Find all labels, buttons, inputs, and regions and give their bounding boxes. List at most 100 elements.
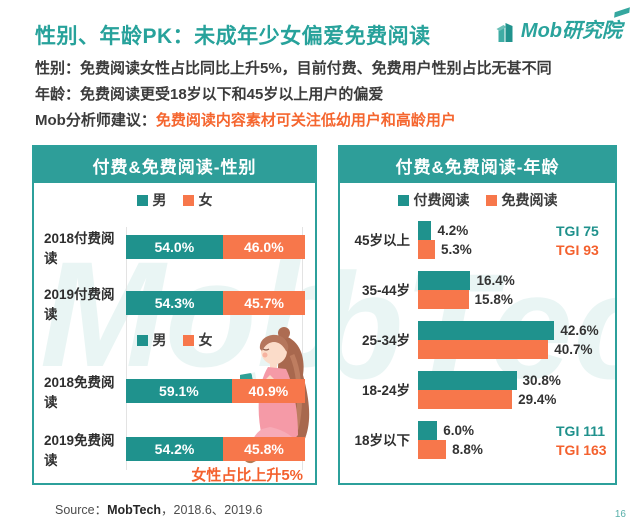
row-label: 2018免费阅读 [44, 375, 115, 410]
category-label: 18-24岁 [361, 382, 410, 398]
free-tgi-label: TGI 163 [556, 441, 607, 458]
free-value-label: 8.8% [452, 442, 483, 457]
paid-bar-line: 42.6% [418, 321, 607, 340]
category-label: 18岁以下 [354, 432, 410, 448]
legend-female: 女 [182, 330, 213, 350]
gender-row-2018-free: 2018免费阅读 59.1% 40.9% [44, 375, 305, 410]
gender-axis-line-left [126, 227, 127, 470]
free-bar-line: 15.8% [418, 290, 607, 309]
male-value-label: 54.2% [154, 441, 195, 457]
gender-chart-content: 男 女 2018付费阅读 54.0% 46.0% 2019付费阅读 54.3% … [34, 191, 315, 483]
age-bar-groups: 45岁以上 4.2% TGI 75 5.3% TGI 93 [348, 221, 607, 459]
paid-legend-label: 付费阅读 [413, 192, 470, 208]
legend-paid: 付费阅读 [397, 190, 470, 210]
free-value-label: 29.4% [518, 392, 557, 407]
female-value-label: 46.0% [243, 239, 284, 255]
legend-free: 免费阅读 [485, 190, 558, 210]
summary-line-age: 年龄：免费阅读更受18岁以下和45岁以上用户的偏爱 [35, 86, 384, 103]
age-legend: 付费阅读 免费阅读 [348, 191, 607, 209]
category-label: 35-44岁 [361, 282, 410, 298]
mob-logo: Mob研究院 [494, 7, 630, 43]
female-value-label: 45.7% [244, 295, 284, 311]
paid-value-label: 6.0% [443, 423, 474, 438]
source-name: MobTech [107, 503, 162, 517]
age-chart-title: 付费&免费阅读-年龄 [340, 147, 615, 183]
stacked-bar: 59.1% 40.9% [126, 379, 305, 403]
paid-bar-line: 6.0% TGI 111 [418, 421, 607, 440]
free-tgi-label: TGI 93 [556, 241, 599, 258]
paid-bar-line: 16.4% [418, 271, 607, 290]
paid-tgi-label: TGI 111 [556, 422, 606, 439]
free-bar-line: 5.3% TGI 93 [418, 240, 607, 259]
age-group-25-34: 25-34岁 42.6% 40.7% [348, 321, 607, 359]
female-bar-segment: 40.9% [231, 379, 305, 403]
paid-value-label: 30.8% [522, 373, 561, 388]
graduation-cap-icon [614, 7, 630, 18]
group-bars: 30.8% 29.4% [418, 371, 607, 409]
paid-bar [418, 371, 517, 390]
free-value-label: 5.3% [440, 242, 472, 257]
legend-female: 女 [182, 190, 213, 210]
female-legend-chip [182, 334, 194, 346]
paid-legend-chip [397, 194, 409, 206]
gender-chart-title: 付费&免费阅读-性别 [34, 147, 315, 183]
stacked-bar: 54.2% 45.8% [126, 437, 305, 461]
page-title: 性别、年龄PK：未成年少女偏爱免费阅读 [35, 25, 431, 48]
male-legend-chip [136, 334, 148, 346]
paid-bar-line: 4.2% TGI 75 [418, 221, 607, 240]
age-group-35-44: 35-44岁 16.4% 15.8% [348, 271, 607, 309]
free-bar-line: 29.4% [418, 390, 607, 409]
male-legend-label: 男 [152, 332, 167, 348]
source-prefix: Source： [55, 503, 108, 517]
category-label: 45岁以上 [354, 232, 410, 248]
page-number: 16 [614, 509, 626, 520]
male-bar-segment: 54.2% [126, 437, 224, 461]
male-legend-label: 男 [152, 192, 167, 208]
age-group-under18: 18岁以下 6.0% TGI 111 8.8% TGI 163 [348, 421, 607, 459]
logo-text: Mob研究院 [520, 20, 622, 42]
group-bars: 6.0% TGI 111 8.8% TGI 163 [418, 421, 607, 459]
male-bar-segment: 54.0% [126, 235, 223, 259]
gender-chart-panel: Mob 付费&免费阅读-性别 男 女 [32, 145, 317, 485]
male-bar-segment: 54.3% [126, 291, 224, 315]
paid-value-label: 16.4% [476, 273, 515, 288]
stacked-bar: 54.0% 46.0% [126, 235, 305, 259]
advice-prefix: Mob分析师建议： [35, 112, 156, 129]
paid-bar [418, 271, 471, 290]
group-bars: 42.6% 40.7% [418, 321, 607, 359]
male-value-label: 54.3% [154, 295, 195, 311]
female-legend-label: 女 [198, 332, 213, 348]
free-legend-label: 免费阅读 [501, 192, 558, 208]
gender-legend-bottom: 男 女 [44, 331, 305, 349]
male-value-label: 54.0% [154, 239, 195, 255]
free-bar [418, 390, 513, 409]
free-value-label: 40.7% [554, 342, 593, 357]
age-group-45plus: 45岁以上 4.2% TGI 75 5.3% TGI 93 [348, 221, 607, 259]
gender-axis-line-right [302, 227, 303, 470]
advice-highlight: 免费阅读内容素材可关注低幼用户和高龄用户 [155, 112, 456, 129]
source-note: Source：MobTech，2018.6、2019.6 [55, 499, 263, 518]
summary-line-advice: Mob分析师建议：免费阅读内容素材可关注低幼用户和高龄用户 [35, 108, 615, 134]
free-legend-chip [485, 194, 497, 206]
group-bars: 16.4% 15.8% [418, 271, 607, 309]
building-blocks-icon [496, 23, 513, 42]
logo-text-wrap: Mob研究院 [520, 7, 630, 43]
age-chart-content: 付费阅读 免费阅读 45岁以上 4.2% TGI 75 5.3% [340, 191, 615, 459]
paid-bar [418, 421, 438, 440]
male-value-label: 59.1% [159, 383, 199, 399]
age-group-18-24: 18-24岁 30.8% 29.4% [348, 371, 607, 409]
free-bar [418, 340, 549, 359]
gender-legend-top: 男 女 [44, 191, 305, 209]
paid-bar [418, 321, 555, 340]
paid-bar-line: 30.8% [418, 371, 607, 390]
summary-line-gender: 性别：免费阅读女性占比同比上升5%，目前付费、免费用户性别占比无甚不同 [35, 60, 552, 77]
female-legend-label: 女 [198, 192, 213, 208]
row-label: 2018付费阅读 [44, 231, 115, 266]
paid-value-label: 4.2% [437, 223, 469, 238]
gender-row-2019-paid: 2019付费阅读 54.3% 45.7% [44, 287, 305, 322]
summary-block: 性别：免费阅读女性占比同比上升5%，目前付费、免费用户性别占比无甚不同 年龄：免… [35, 56, 615, 134]
free-value-label: 15.8% [474, 292, 513, 307]
female-legend-chip [182, 194, 194, 206]
source-suffix: ，2018.6、2019.6 [161, 503, 263, 517]
